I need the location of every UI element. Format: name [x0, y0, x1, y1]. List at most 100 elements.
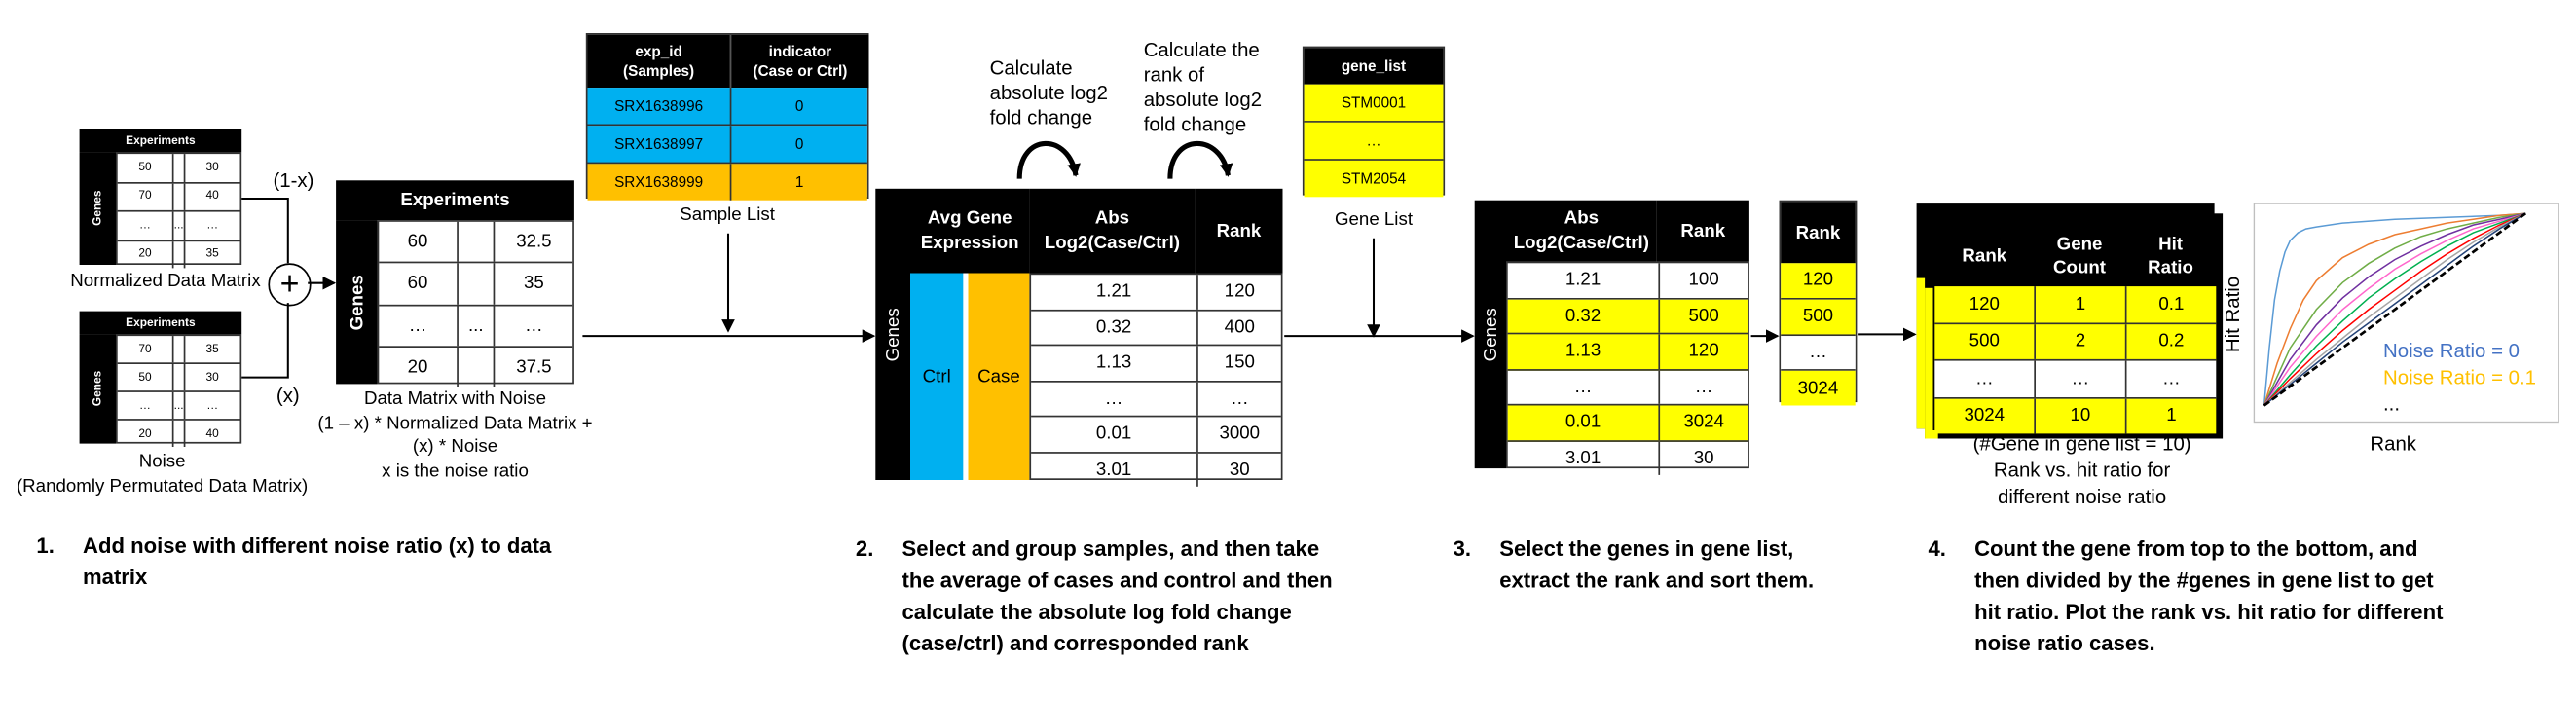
matrix-cell: 70: [138, 343, 152, 355]
table-cell: 500: [1658, 298, 1748, 333]
chart-series-line: [2263, 212, 2526, 406]
sorted-rank-table: Rank 120 500… 3024: [1779, 200, 1858, 406]
chart-series-line: [2263, 212, 2526, 406]
hit-table-row: 500 2 0.2: [1934, 323, 2217, 361]
sample-indicator: 1: [729, 164, 867, 201]
matrix-cell: 37.5: [516, 356, 552, 378]
normalized-matrix-genes-label: Genes: [79, 152, 116, 265]
matrix-gap-cell: [172, 154, 185, 182]
step-text-line: Count the gene from top to the bottom, a…: [1974, 535, 2418, 562]
matrix-cell: 20: [407, 356, 428, 378]
table-cell: 100: [1658, 263, 1748, 298]
normalized-matrix: Experiments Genes 50 30 70 40…...… 20 35: [79, 129, 242, 269]
chart-legend-entry: Noise Ratio = 0: [2383, 341, 2520, 362]
step-text-line: matrix: [83, 564, 148, 590]
table-cell: 120: [1658, 334, 1748, 369]
chart-series-line: [2263, 212, 2526, 407]
matrix-gap-cell: [172, 420, 185, 447]
avg-table-header-rank: Rank: [1195, 188, 1283, 274]
chart-series-line: [2263, 212, 2526, 406]
hit-table-cell: 1: [2124, 397, 2217, 434]
connector-normalized-plus: [241, 197, 289, 264]
matrix-cell: 35: [205, 248, 219, 261]
matrix-cell: 60: [407, 232, 428, 252]
chart-ylabel: Hit Ratio: [2223, 277, 2244, 352]
hit-table-row: 120 1 0.1: [1934, 286, 2217, 324]
step-number: 2.: [855, 535, 874, 562]
matrix-gap-cell: [172, 240, 185, 269]
matrix-cell: 20: [138, 427, 152, 440]
table-cell: 1.21: [1095, 281, 1132, 302]
step-number: 4.: [1928, 535, 1946, 562]
hit-table-header-count: Gene Count: [2034, 225, 2125, 287]
step-number: 1.: [36, 533, 55, 558]
avg-table-genes-label: Genes: [875, 188, 910, 481]
matrix-row: …...…: [117, 391, 240, 421]
curved-arrow-abs: [1016, 140, 1081, 179]
table-cell: 30: [1196, 452, 1281, 487]
hit-table-cell: 500: [1969, 331, 2000, 351]
chart-xlabel: Rank: [2370, 433, 2416, 455]
table-cell: 0.32: [1095, 316, 1132, 338]
chart-legend-entry: Noise Ratio = 0.1: [2383, 367, 2536, 388]
connector-noise-plus: [241, 303, 289, 379]
table-row: 0.01 3000: [1031, 417, 1281, 453]
matrix-cell: 32.5: [516, 232, 552, 252]
avg-expression-table: Avg Gene Expression Abs Log2(Case/Ctrl) …: [875, 188, 1283, 487]
table-row: 1.21 120: [1031, 275, 1281, 311]
hit-table-cell: 10: [2034, 397, 2125, 434]
sample-indicator: 0: [729, 126, 867, 163]
noisy-matrix: Experiments Genes 60 32.5 60 35 …... … 20 37.5: [336, 180, 574, 387]
matrix-gap-cell: [172, 336, 185, 363]
table-cell: 150: [1196, 346, 1281, 381]
table-cell: 1.21: [1564, 270, 1601, 290]
matrix-row: 20 40: [118, 420, 240, 447]
sorted-rank-item: 500: [1781, 299, 1856, 336]
table-row: 0.32 500: [1507, 298, 1748, 335]
calc-abs-log2-label: Calculate absolute log2 fold change: [989, 55, 1108, 129]
hit-table-header-ratio: Hit Ratio: [2124, 225, 2217, 287]
step-text-line: calculate the absolute log fold change: [902, 599, 1292, 624]
hit-table-cell: …: [1974, 368, 1994, 389]
matrix-cell: 60: [407, 274, 428, 294]
matrix-gap-cell: [172, 364, 185, 391]
sorted-rank-rows: 120 500… 3024: [1781, 263, 1856, 406]
table-cell: …: [1573, 377, 1593, 397]
sorted-rank-item: 3024: [1781, 371, 1856, 406]
sample-id: SRX1638997: [614, 135, 704, 153]
hit-table-cell: …: [2124, 360, 2217, 397]
gene-list-item: …: [1304, 122, 1444, 161]
chart-series-line: [2263, 212, 2526, 406]
matrix-cell: …: [525, 315, 543, 336]
step-text-line: the average of cases and control and the…: [902, 568, 1333, 593]
sorted-rank-item: 120: [1781, 263, 1856, 300]
table-row: 1.13 150: [1031, 346, 1281, 382]
matrix-gap-cell: [456, 263, 496, 304]
chart-series-line: [2263, 212, 2526, 407]
noise-matrix: Experiments Genes 70 35 50 30…...… 20 40: [79, 311, 242, 447]
gene-list-rows: STM0001… STM2054: [1304, 84, 1444, 198]
table-cell: 1.13: [1095, 352, 1132, 373]
matrix-cell: …: [206, 399, 219, 412]
step-1: 1. Add noise with different noise ratio (…: [36, 530, 551, 593]
normalized-matrix-header: Experiments: [79, 129, 242, 153]
sample-list-header-indicator: indicator (Case or Ctrl): [729, 34, 869, 89]
chart-legend-entry: ...: [2383, 394, 2400, 416]
hit-table-cell: 1: [2034, 286, 2125, 322]
normalized-matrix-caption: Normalized Data Matrix: [70, 271, 261, 292]
step-text-line: Select and group samples, and then take: [902, 535, 1320, 562]
table-cell: 3.01: [1564, 448, 1601, 468]
sample-indicator: 0: [729, 88, 867, 125]
avg-table-header-avg: Avg Gene Expression: [910, 188, 1030, 274]
step-text-line: noise ratio cases.: [1974, 630, 2155, 656]
noisy-matrix-header: Experiments: [336, 180, 574, 221]
select-table-header-rank: Rank: [1656, 200, 1749, 262]
table-cell: 120: [1196, 275, 1281, 310]
step-3: 3. Select the genes in gene list, extract …: [1454, 533, 1815, 596]
noisy-matrix-genes-label: Genes: [336, 220, 378, 385]
noisy-matrix-body: 60 32.5 60 35 …... … 20 37.5: [377, 220, 574, 387]
sample-row: SRX1638999 1: [587, 164, 867, 201]
sample-list-header-id: exp_id (Samples): [587, 34, 730, 89]
select-table-header-abs: Abs Log2(Case/Ctrl): [1506, 200, 1657, 262]
